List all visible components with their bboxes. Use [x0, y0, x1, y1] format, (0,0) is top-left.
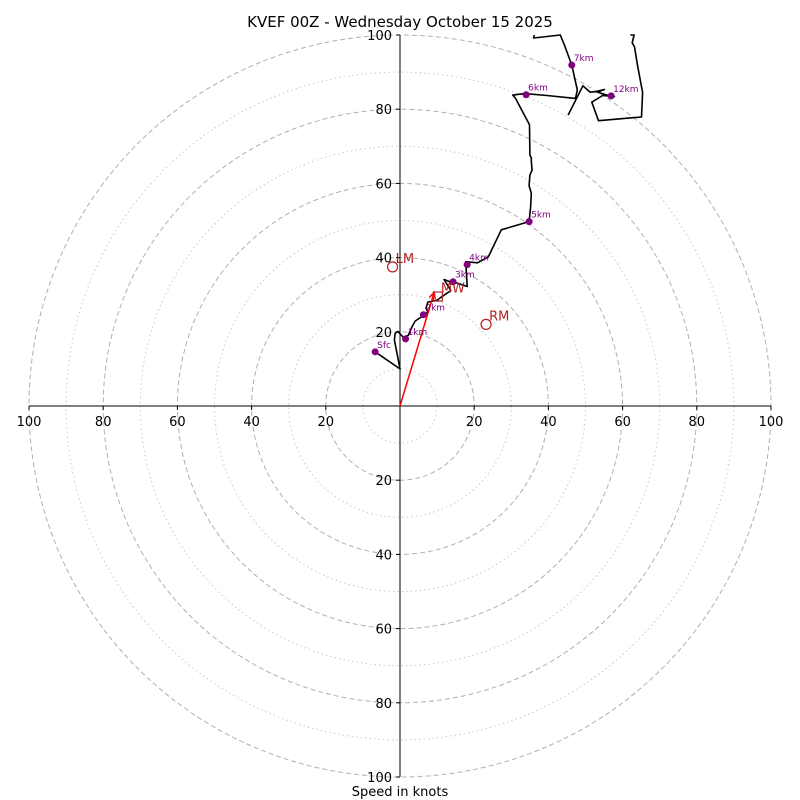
motion-marker-label: LM — [396, 252, 414, 267]
series-line-hodograph-upper — [567, 34, 644, 122]
y-tick-label: 40 — [375, 252, 392, 267]
height-marker-label: 2km — [425, 304, 445, 314]
x-tick-label: 60 — [169, 415, 186, 430]
height-marker-label: Sfc — [377, 341, 391, 351]
y-tick-label: 60 — [375, 177, 392, 192]
series-line-hodograph — [374, 34, 579, 370]
hodograph-lines — [374, 34, 644, 407]
height-marker-point — [525, 218, 533, 226]
x-tick-label: 60 — [614, 415, 631, 430]
motion-markers: LM MW RM — [386, 252, 509, 330]
height-marker-point — [449, 278, 457, 286]
height-marker-point — [402, 335, 410, 343]
x-tick-label: 20 — [318, 415, 335, 430]
x-axis-label: Speed in knots — [352, 785, 449, 800]
x-tick-label: 80 — [689, 415, 706, 430]
mean-wind-marker — [432, 291, 443, 302]
x-tick-label: 20 — [466, 415, 483, 430]
height-markers: Sfc 1km 2km 3km 4km 5km 6km 7km 12km — [371, 54, 639, 356]
x-tick-label: 80 — [95, 415, 112, 430]
y-tick-label: 80 — [375, 697, 392, 712]
y-tick-label: 80 — [375, 103, 392, 118]
height-marker-label: 6km — [528, 84, 548, 94]
height-marker-point — [463, 261, 471, 269]
height-marker-label: 4km — [469, 254, 489, 264]
storm-motion-marker — [386, 261, 399, 273]
x-tick-label: 40 — [540, 415, 557, 430]
tick-labels: 100 80 60 40 20 20 40 60 80 100 20 40 60 80 100 20 40 60 8… — [17, 29, 784, 786]
y-tick-label: 60 — [375, 623, 392, 638]
storm-motion-marker — [480, 318, 492, 330]
y-tick-label: 100 — [367, 29, 392, 44]
height-marker-point — [419, 311, 427, 319]
x-tick-label: 100 — [759, 415, 784, 430]
x-tick-label: 40 — [243, 415, 260, 430]
y-tick-label: 20 — [375, 326, 392, 341]
height-marker-point — [607, 92, 615, 100]
y-tick-label: 40 — [375, 548, 392, 563]
height-marker-label: 5km — [531, 211, 551, 221]
height-marker-label: 3km — [455, 271, 475, 281]
storm-motion-vector — [399, 292, 435, 407]
height-marker-point — [522, 91, 530, 99]
height-marker-label: 12km — [613, 85, 638, 95]
chart-title: KVEF 00Z - Wednesday October 15 2025 — [247, 13, 553, 31]
x-tick-label: 100 — [17, 415, 42, 430]
height-marker-label: 1km — [408, 328, 428, 338]
height-marker-label: 7km — [574, 54, 594, 64]
motion-marker-label: MW — [441, 282, 465, 297]
motion-marker-label: RM — [489, 309, 509, 324]
height-marker-point — [371, 348, 379, 356]
y-tick-label: 20 — [375, 474, 392, 489]
y-tick-label: 100 — [367, 771, 392, 786]
height-marker-point — [568, 61, 576, 69]
